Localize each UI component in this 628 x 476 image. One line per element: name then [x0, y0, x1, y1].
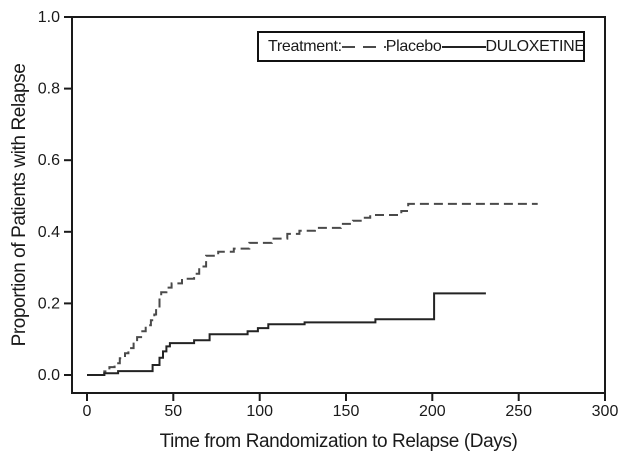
duloxetine-solid-line-sample	[441, 45, 486, 48]
legend-label-duloxetine: DULOXETINE	[485, 37, 586, 55]
curve-placebo	[87, 202, 538, 376]
legend-box: Treatment: Placebo DULOXETINE	[257, 31, 585, 62]
curve-duloxetine	[87, 292, 486, 376]
x-tick-label: 250	[505, 403, 532, 420]
y-tick-label: 0.0	[38, 367, 60, 384]
x-tick-label: 100	[246, 403, 273, 420]
x-tick-label: 0	[83, 403, 92, 420]
x-tick-label: 50	[164, 403, 182, 420]
y-tick-label: 0.6	[38, 152, 60, 169]
y-tick-label: 0.2	[38, 295, 60, 312]
y-tick-label: 1.0	[38, 9, 60, 26]
x-tick-label: 150	[333, 403, 360, 420]
y-axis-label: Proportion of Patients with Relapse	[9, 63, 30, 347]
x-tick-label: 200	[419, 403, 446, 420]
legend-title: Treatment:	[268, 37, 342, 55]
placebo-dashed-line-sample	[341, 45, 386, 48]
y-tick-label: 0.4	[38, 224, 60, 241]
y-tick-label: 0.8	[38, 81, 60, 98]
x-tick-label: 300	[592, 403, 619, 420]
plot-frame	[71, 16, 606, 394]
x-axis-label: Time from Randomization to Relapse (Days…	[159, 431, 518, 452]
legend-label-placebo: Placebo	[385, 37, 442, 55]
